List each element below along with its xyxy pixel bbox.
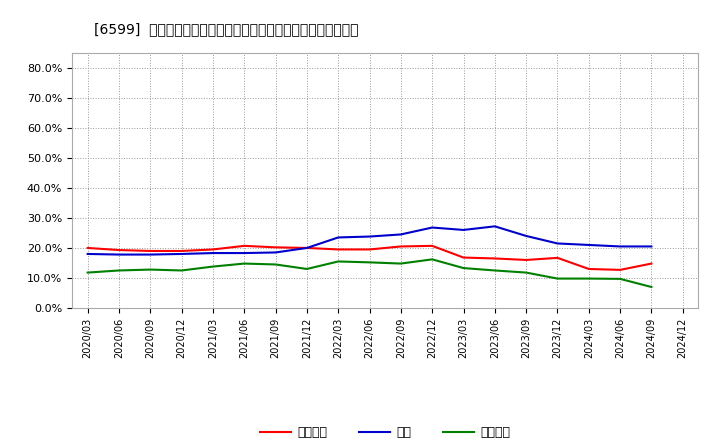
在庫 [302,246,311,251]
買入債務 [302,266,311,271]
在庫 [114,252,123,257]
売上債権 [271,245,280,250]
在庫 [365,234,374,239]
買入債務 [522,270,531,275]
買入債務 [114,268,123,273]
在庫 [209,250,217,256]
買入債務 [365,260,374,265]
在庫 [616,244,624,249]
在庫 [84,251,92,257]
売上債権 [459,255,468,260]
在庫 [490,224,499,229]
買入債務 [647,284,656,290]
在庫 [177,251,186,257]
売上債権 [585,266,593,271]
買入債務 [334,259,343,264]
売上債権 [146,248,155,253]
在庫 [334,235,343,240]
買入債務 [428,257,436,262]
買入債務 [459,265,468,271]
Line: 在庫: 在庫 [88,226,652,255]
Legend: 売上債権, 在庫, 買入債務: 売上債権, 在庫, 買入債務 [255,422,516,440]
在庫 [271,250,280,255]
買入債務 [397,261,405,266]
売上債権 [209,247,217,252]
在庫 [428,225,436,230]
売上債権 [616,267,624,272]
買入債務 [240,261,248,266]
買入債務 [490,268,499,273]
売上債権 [302,246,311,251]
売上債権 [177,248,186,253]
売上債権 [428,243,436,249]
買入債務 [616,276,624,282]
売上債権 [365,247,374,252]
売上債権 [114,247,123,253]
在庫 [553,241,562,246]
買入債務 [177,268,186,273]
売上債権 [490,256,499,261]
買入債務 [84,270,92,275]
在庫 [647,244,656,249]
在庫 [585,242,593,248]
Line: 売上債権: 売上債権 [88,246,652,270]
Line: 買入債務: 買入債務 [88,259,652,287]
売上債権 [522,257,531,263]
売上債権 [397,244,405,249]
在庫 [459,227,468,233]
買入債務 [271,262,280,267]
売上債権 [553,255,562,260]
在庫 [146,252,155,257]
Text: [6599]  売上債権、在庫、買入債務の総資産に対する比率の推移: [6599] 売上債権、在庫、買入債務の総資産に対する比率の推移 [94,22,358,36]
売上債権 [334,247,343,252]
売上債権 [240,243,248,249]
買入債務 [585,276,593,281]
買入債務 [553,276,562,281]
買入債務 [146,267,155,272]
買入債務 [209,264,217,269]
在庫 [397,232,405,237]
在庫 [522,233,531,238]
売上債権 [84,246,92,251]
在庫 [240,250,248,256]
売上債権 [647,261,656,266]
